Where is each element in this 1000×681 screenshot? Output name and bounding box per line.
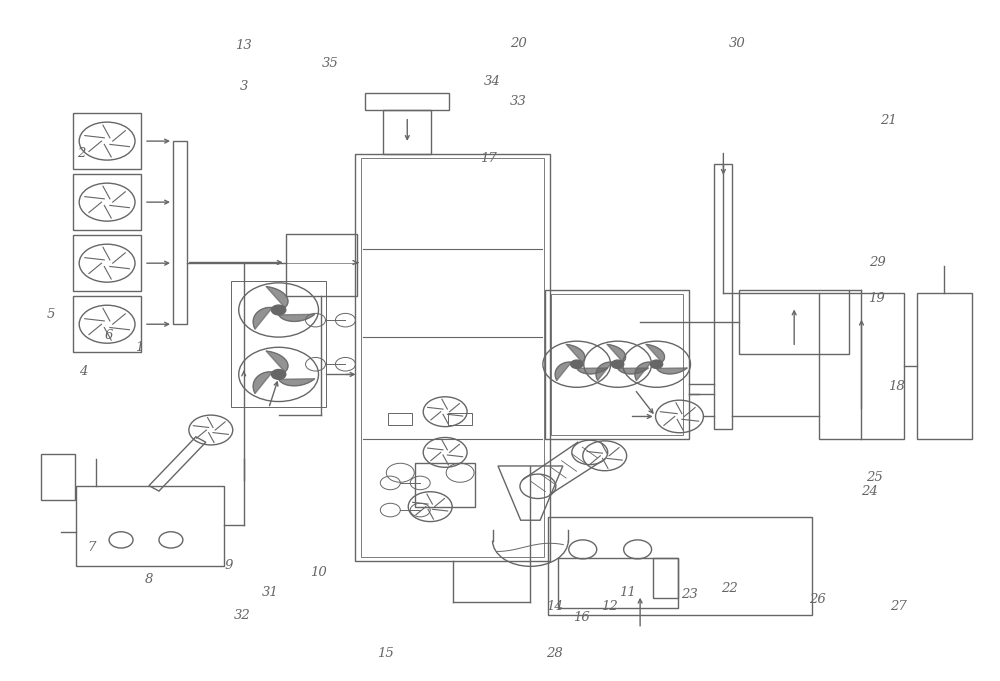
Text: 3: 3 — [240, 80, 248, 93]
Polygon shape — [566, 345, 585, 362]
Polygon shape — [577, 368, 608, 374]
Text: 14: 14 — [546, 600, 563, 613]
Text: 19: 19 — [869, 292, 885, 305]
Bar — [388, 413, 412, 425]
Text: 7: 7 — [87, 541, 95, 554]
Text: 26: 26 — [809, 593, 825, 606]
Text: 25: 25 — [866, 471, 882, 484]
Polygon shape — [555, 362, 572, 381]
Circle shape — [271, 370, 286, 379]
Text: 32: 32 — [234, 609, 251, 622]
Text: 13: 13 — [235, 39, 252, 52]
Bar — [286, 234, 357, 296]
Text: 27: 27 — [891, 600, 907, 613]
Bar — [545, 289, 689, 439]
Bar — [548, 517, 812, 615]
Bar — [714, 164, 732, 428]
Polygon shape — [279, 315, 315, 321]
Text: 1: 1 — [135, 340, 143, 354]
Text: 20: 20 — [510, 37, 526, 50]
Bar — [448, 413, 472, 425]
Circle shape — [571, 360, 583, 368]
Text: 24: 24 — [861, 485, 877, 498]
Bar — [355, 154, 550, 561]
Bar — [73, 236, 141, 291]
Polygon shape — [646, 345, 665, 362]
Polygon shape — [607, 345, 626, 362]
Text: 21: 21 — [881, 114, 897, 127]
Bar — [739, 289, 849, 354]
Text: 33: 33 — [510, 95, 526, 108]
Circle shape — [650, 360, 663, 368]
Bar — [76, 486, 224, 566]
Polygon shape — [635, 362, 651, 381]
Bar — [173, 141, 187, 324]
Bar — [551, 294, 683, 434]
Text: 23: 23 — [681, 588, 698, 601]
Text: 12: 12 — [601, 600, 618, 613]
Polygon shape — [657, 368, 687, 374]
Text: 2: 2 — [77, 148, 85, 161]
Polygon shape — [279, 379, 315, 386]
Polygon shape — [266, 287, 288, 308]
Text: 17: 17 — [480, 153, 496, 165]
Bar — [383, 110, 431, 154]
Text: 15: 15 — [377, 648, 394, 661]
Polygon shape — [253, 372, 272, 394]
Text: 9: 9 — [225, 559, 233, 572]
Text: 16: 16 — [573, 611, 590, 624]
Bar — [231, 281, 326, 407]
Text: 8: 8 — [145, 573, 153, 586]
Bar — [558, 558, 678, 608]
Polygon shape — [266, 351, 288, 372]
Text: 29: 29 — [869, 256, 885, 269]
Bar — [819, 293, 904, 439]
Text: 28: 28 — [546, 648, 563, 661]
Text: 18: 18 — [889, 380, 905, 393]
Text: 22: 22 — [721, 582, 738, 595]
Bar — [73, 174, 141, 230]
Bar — [653, 558, 678, 598]
Text: 11: 11 — [619, 586, 636, 599]
Circle shape — [271, 305, 286, 315]
Text: 4: 4 — [79, 364, 87, 377]
Polygon shape — [596, 362, 612, 381]
Text: 5: 5 — [47, 308, 55, 321]
Bar — [361, 158, 544, 557]
Circle shape — [612, 360, 624, 368]
Text: 31: 31 — [262, 586, 279, 599]
Bar — [41, 454, 75, 500]
Bar — [73, 296, 141, 352]
Bar — [73, 113, 141, 169]
Text: 10: 10 — [310, 566, 327, 579]
Text: 34: 34 — [484, 75, 500, 88]
Bar — [917, 293, 972, 439]
Text: 35: 35 — [322, 57, 339, 70]
Polygon shape — [618, 368, 648, 374]
Polygon shape — [253, 307, 272, 329]
Text: 30: 30 — [729, 37, 746, 50]
Text: 6: 6 — [105, 328, 113, 342]
Bar — [415, 462, 475, 507]
Bar — [365, 93, 449, 110]
